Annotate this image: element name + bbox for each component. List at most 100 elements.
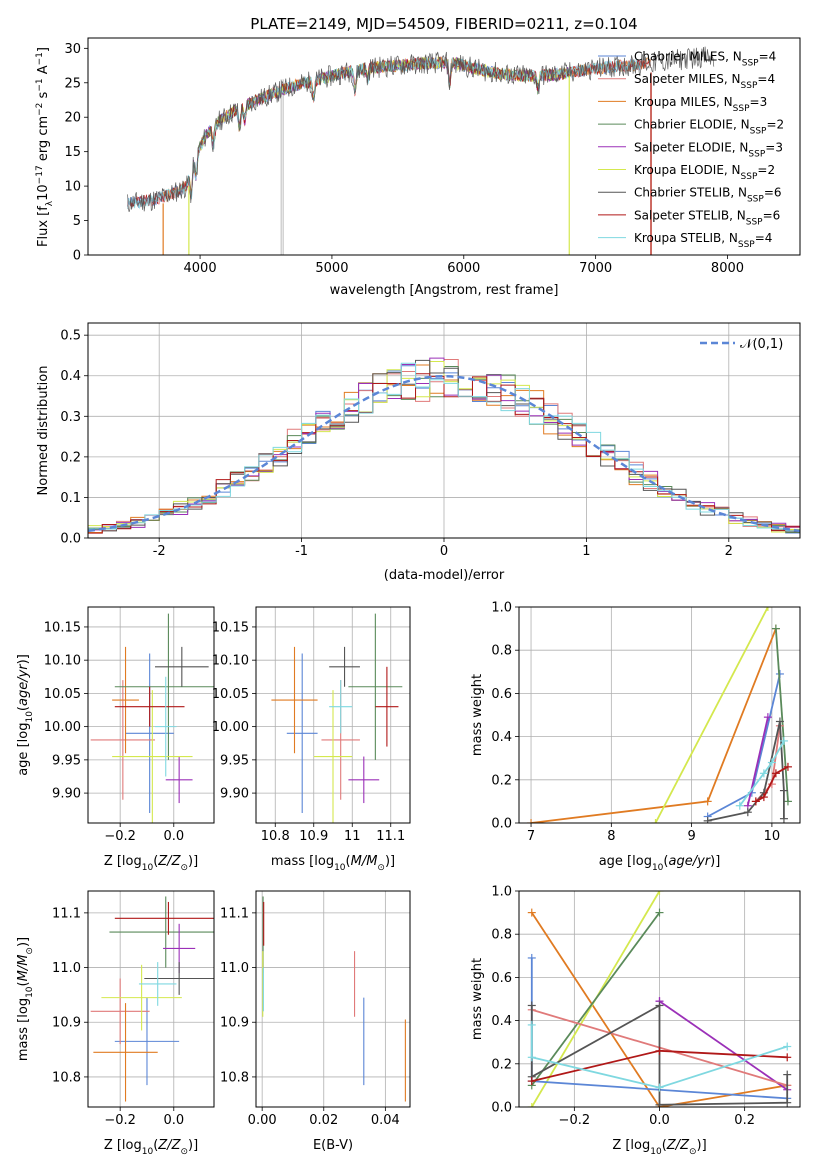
y-axis-label: Normed distribution <box>36 366 51 496</box>
y-tick-label: 10 <box>64 180 81 195</box>
weight-line-chabrier-elodie <box>775 628 789 802</box>
y-tick-label: 10.10 <box>212 654 249 669</box>
y-tick-label: 15 <box>64 145 81 160</box>
y-tick-label: 9.90 <box>220 787 249 802</box>
y-tick-label: 10.8 <box>220 1070 249 1085</box>
axes-frame <box>518 606 801 824</box>
panel-age_vs_Z: −0.2 0.0 9.90 9.95 10.00 10.05 10.10 10.15 Z [lo… <box>16 606 215 873</box>
y-tick-label: 0.4 <box>491 1014 512 1029</box>
x-tick-label: 11.1 <box>376 829 405 844</box>
y-tick-label: 0.0 <box>491 1101 512 1116</box>
axes-frame <box>87 890 215 1108</box>
weight-line-kroupa-miles <box>531 912 788 1107</box>
x-tick-label: 0.04 <box>371 1113 400 1128</box>
x-tick-label: 8000 <box>711 261 744 276</box>
y-tick-label: 10.9 <box>52 1016 81 1031</box>
plot-area-weight_vs_Z <box>527 891 792 1107</box>
x-tick-label: 0 <box>440 544 448 559</box>
panel-residuals: -2 -1 0 1 2 0.0 0.1 0.2 0.3 0.4 0.5 (data-model)/er… <box>36 322 801 583</box>
x-tick-label: -2 <box>153 544 166 559</box>
x-axis-label: Z [log10(Z/Z⊙)] <box>104 854 198 873</box>
spectrum-model-kroupa-miles <box>162 56 651 203</box>
plot-area-age_vs_Z <box>90 613 214 823</box>
panel-mass_vs_EBV: 0.00 0.02 0.04 10.8 10.9 11.0 11.1 E(B-V) <box>220 890 411 1153</box>
x-tick-label: 5000 <box>315 261 348 276</box>
y-tick-label: 11.0 <box>52 961 81 976</box>
x-tick-label: −0.2 <box>104 829 136 844</box>
plot-area-mass_vs_Z <box>90 896 214 1102</box>
y-tick-label: 11.1 <box>220 906 249 921</box>
plot-area-residuals <box>88 357 800 534</box>
y-tick-label: 10.00 <box>44 720 81 735</box>
x-tick-label: 11 <box>344 829 361 844</box>
plot-area-age_vs_mass <box>271 613 403 823</box>
x-tick-label: 0.00 <box>248 1113 277 1128</box>
normal-reference-curve <box>88 374 800 533</box>
x-tick-label: 6000 <box>447 261 480 276</box>
panel-weight_vs_age: 7 8 9 10 0.0 0.2 0.4 0.6 0.8 1.0 age [log10(age/yr… <box>470 601 801 873</box>
y-axis-label: Flux [fλ10−17 erg cm−2 s−1 A−1] <box>35 47 55 247</box>
y-axis-label: mass weight <box>470 674 485 756</box>
y-tick-label: 9.95 <box>52 753 81 768</box>
axes-frame <box>87 606 215 824</box>
spectrum-model-salpeter-stelib <box>127 56 651 208</box>
legend-label: Chabrier STELIB, NSSP=6 <box>634 186 782 205</box>
x-axis-label: mass [log10(M/M⊙)] <box>271 854 395 873</box>
x-tick-label: −0.2 <box>104 1113 136 1128</box>
weight-line-chabrier-stelib <box>530 1003 789 1106</box>
x-axis-label: Z [log10(Z/Z⊙)] <box>104 1138 198 1157</box>
legend-label: Kroupa MILES, NSSP=3 <box>634 95 767 114</box>
y-tick-label: 0.8 <box>491 928 512 943</box>
y-tick-label: 9.90 <box>52 787 81 802</box>
y-tick-label: 10.15 <box>44 620 81 635</box>
y-tick-label: 10.8 <box>52 1070 81 1085</box>
y-tick-label: 20 <box>64 111 81 126</box>
y-tick-label: 0.3 <box>60 410 81 425</box>
x-axis-label: (data-model)/error <box>384 568 505 583</box>
y-tick-label: 11.0 <box>220 961 249 976</box>
y-tick-label: 25 <box>64 76 81 91</box>
y-tick-label: 30 <box>64 42 81 57</box>
x-tick-label: −0.2 <box>559 1113 591 1128</box>
weight-line-chabrier-stelib <box>707 721 785 822</box>
x-axis-label: age [log10(age/yr)] <box>599 854 721 873</box>
y-tick-label: 10.05 <box>44 687 81 702</box>
y-tick-label: 10.00 <box>212 720 249 735</box>
y-tick-label: 0.0 <box>491 817 512 832</box>
legend-label: Salpeter STELIB, NSSP=6 <box>634 208 780 227</box>
y-tick-label: 1.0 <box>491 601 512 616</box>
x-tick-label: 1 <box>582 544 590 559</box>
y-tick-label: 0.5 <box>60 329 81 344</box>
x-tick-label: 7000 <box>579 261 612 276</box>
axes-frame <box>255 606 411 824</box>
axes-frame <box>87 322 801 539</box>
weight-line-kroupa-miles <box>530 628 777 823</box>
y-tick-label: 0.6 <box>491 971 512 986</box>
x-tick-label: 10.9 <box>299 829 328 844</box>
panel-age_vs_mass: 10.8 10.9 11 11.1 9.90 9.95 10.00 10.05 10.10 10.… <box>212 606 411 873</box>
y-tick-label: 0.2 <box>491 1057 512 1072</box>
legend-label: Chabrier MILES, NSSP=4 <box>634 50 776 69</box>
legend-label: 𝒩(0,1) <box>740 337 783 352</box>
weight-line-kroupa-elodie <box>654 607 769 823</box>
plot-area-weight_vs_age <box>527 607 792 823</box>
y-tick-label: 0.4 <box>491 730 512 745</box>
legend-label: Kroupa STELIB, NSSP=4 <box>634 231 772 250</box>
y-axis-label: age [log10(age/yr)] <box>16 654 35 776</box>
x-tick-label: 4000 <box>184 261 217 276</box>
axes-frame <box>255 890 411 1108</box>
y-tick-label: 10.10 <box>44 654 81 669</box>
legend-label: Salpeter ELODIE, NSSP=3 <box>634 140 783 159</box>
y-tick-label: 1.0 <box>491 885 512 900</box>
y-axis-label: mass weight <box>470 958 485 1040</box>
weight-line-chabrier-elodie <box>531 912 661 1086</box>
histogram-salpeter-stelib <box>88 373 800 534</box>
panel-weight_vs_Z: −0.2 0.0 0.2 0.0 0.2 0.4 0.6 0.8 1.0 Z [log10(Z/Z… <box>470 885 801 1157</box>
y-tick-label: 10.9 <box>220 1016 249 1031</box>
y-tick-label: 10.15 <box>212 620 249 635</box>
x-tick-label: 10 <box>764 829 781 844</box>
x-tick-label: 0.0 <box>649 1113 670 1128</box>
y-tick-label: 0.2 <box>491 773 512 788</box>
weight-line-kroupa-stelib <box>739 740 785 807</box>
